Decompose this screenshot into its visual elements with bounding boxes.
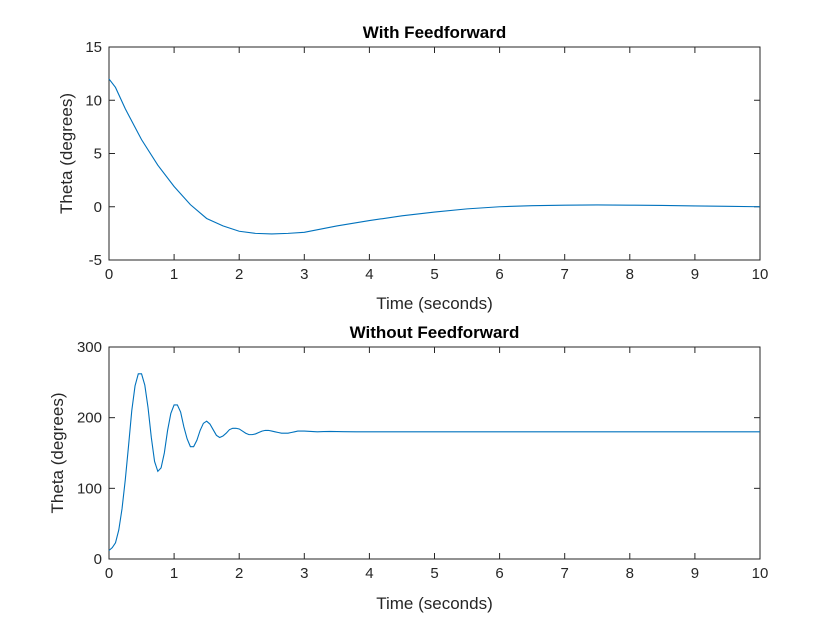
x-axis-label: Time (seconds) <box>376 594 493 613</box>
x-tick-label: 1 <box>170 565 178 582</box>
x-tick-label: 10 <box>752 565 769 582</box>
x-tick-label: 7 <box>561 266 569 283</box>
x-tick-label: 4 <box>365 266 373 283</box>
axes-box <box>108 346 761 560</box>
y-axis-label: Theta (degrees) <box>48 393 67 514</box>
y-tick-label: 300 <box>77 339 102 356</box>
x-tick-label: 0 <box>105 565 113 582</box>
y-axis-label: Theta (degrees) <box>57 93 76 214</box>
x-tick-label: 5 <box>430 266 438 283</box>
y-tick-label: 15 <box>85 39 102 56</box>
y-tick-label: 5 <box>94 146 102 163</box>
x-tick-label: 7 <box>561 565 569 582</box>
x-tick-label: 3 <box>300 266 308 283</box>
x-tick-label: 10 <box>752 266 769 283</box>
x-tick-label: 9 <box>691 565 699 582</box>
y-tick-label: 100 <box>77 480 102 497</box>
x-tick-label: 9 <box>691 266 699 283</box>
y-tick-label: 200 <box>77 410 102 427</box>
chart-title: Without Feedforward <box>350 323 520 342</box>
y-tick-label: -5 <box>89 252 102 269</box>
x-axis-label: Time (seconds) <box>376 294 493 313</box>
y-tick-label: 0 <box>94 199 102 216</box>
x-tick-label: 6 <box>495 266 503 283</box>
y-tick-label: 10 <box>85 92 102 109</box>
x-tick-label: 8 <box>626 565 634 582</box>
series-line <box>108 373 760 551</box>
x-tick-label: 2 <box>235 266 243 283</box>
x-tick-label: 8 <box>626 266 634 283</box>
series-line <box>108 78 761 235</box>
x-tick-label: 2 <box>235 565 243 582</box>
x-tick-label: 3 <box>300 565 308 582</box>
x-tick-label: 5 <box>430 565 438 582</box>
x-tick-label: 6 <box>495 565 503 582</box>
chart-title: With Feedforward <box>363 23 506 42</box>
x-tick-label: 0 <box>105 266 113 283</box>
x-tick-label: 4 <box>365 565 373 582</box>
y-tick-label: 0 <box>94 551 102 568</box>
axes-box <box>108 46 761 261</box>
x-tick-label: 1 <box>170 266 178 283</box>
